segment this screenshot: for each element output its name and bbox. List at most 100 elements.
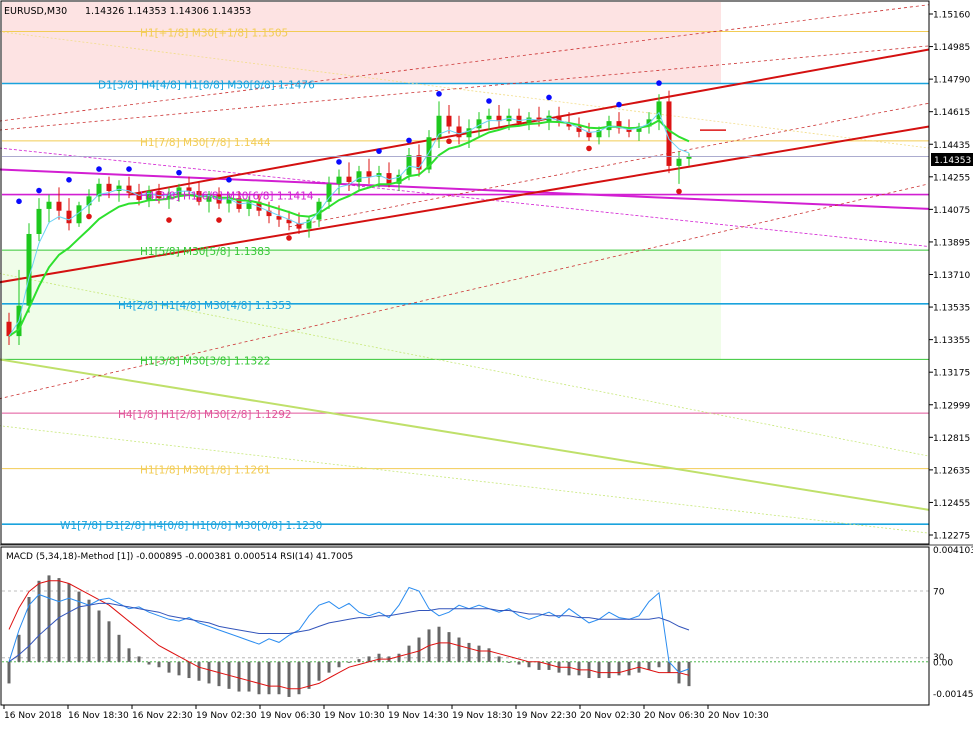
macd-bar [77,591,81,662]
candle-body [306,219,312,229]
fan-line [0,425,930,534]
fractal-down [446,138,452,145]
price-tick-label: 1.13175 [933,369,970,379]
macd-bar [267,661,271,695]
level-labels: H1[+1/8] M30[+1/8] 1.1505 D1[3/8] H4[4/8]… [60,28,322,533]
candle-body [496,115,502,122]
fractal-down [86,213,92,220]
rsi-line [8,586,690,674]
macd-bar [117,634,121,662]
candle-body [456,126,462,138]
current-price-label: 1.14353 [934,156,971,166]
candle-body [206,194,212,202]
macd-bar [537,661,541,670]
candle-body [6,321,12,337]
magenta-trend-line [0,168,930,210]
candle-body [266,210,272,217]
macd-bar [357,659,361,662]
fractal-down [586,145,592,152]
fractal-up [36,187,42,194]
candle-body [76,205,82,224]
macd-tick-label: 0.004103 [933,546,973,556]
candle-body [136,192,142,200]
macd-bar [437,626,441,662]
candle-body [476,119,482,129]
ohlc-values: 1.14326 1.14353 1.14306 1.14353 [85,6,251,17]
candle-body [406,155,412,175]
macd-bar [37,580,41,662]
time-label: 19 Nov 02:30 [196,711,257,721]
fast-line [8,111,690,337]
fan-line [0,273,930,457]
fractals [2,80,929,241]
candle-body [686,156,692,159]
rsi-average [8,602,690,663]
premium-zone [2,2,721,84]
candle-body [96,183,102,197]
macd-bar [447,632,451,662]
macd-bar [547,661,551,670]
price-tick-label: 1.13535 [933,304,970,314]
time-label: 19 Nov 14:30 [388,711,449,721]
macd-bar [687,661,691,687]
macd-bar [457,637,461,662]
macd-bar [647,661,651,670]
fractal-down [286,235,292,241]
candle-body [46,201,52,209]
macd-bar [347,661,351,663]
fractal-up [336,159,342,165]
macd-bar [57,578,61,662]
candle-body [256,201,262,211]
candle-body [56,201,62,211]
fractal-up [16,198,22,205]
macd-bar [17,634,21,662]
macd-bar [597,661,601,679]
macd-bar [197,661,201,681]
level-label: H1[+1/8] M30[+1/8] 1.1505 [140,28,288,40]
channel-lower [0,125,930,284]
candle-body [286,219,292,224]
candle-body [326,183,332,202]
price-tick-label: 1.14790 [933,76,970,86]
candle-body [26,233,32,306]
macd-bar [207,661,211,684]
macd-bar [317,661,321,681]
macd-bar [327,661,331,673]
time-label: 19 Nov 10:30 [324,711,385,721]
candle-body [246,201,252,209]
fractal-up [126,166,132,172]
macd-bar [367,656,371,662]
fractal-up [546,94,552,101]
time-label: 20 Nov 02:30 [580,711,641,721]
price-tick-label: 1.14435 [933,141,970,151]
macd-bar [97,610,101,662]
macd-bar [87,599,91,662]
candle-body [336,176,342,184]
candle-body [666,101,672,166]
candle-body [676,158,682,166]
price-tick-label: 1.14255 [933,173,970,183]
macd-tick-label: -0.00145 [933,690,973,700]
sub-pane-frame [0,546,930,706]
macd-bar [487,648,491,662]
level-label: W1[7/8] D1[2/8] H4[0/8] H1[0/8] M30[0/8]… [60,520,322,532]
candle-body [356,171,362,183]
current-price-tag [931,153,973,166]
macd-bar [287,661,291,697]
macd-bar [467,642,471,662]
candle-body [546,115,552,122]
symbol-timeframe: EURUSD,M30 [4,6,67,17]
channel-dash [0,4,930,122]
candle-body [486,115,492,120]
price-tick-label: 1.12815 [933,434,970,444]
price-tick-label: 1.13895 [933,238,970,248]
macd-bar [507,661,511,663]
level-label: H4[2/8] H1[4/8] M30[4/8] 1.1353 [118,300,292,312]
candle-body [346,176,352,183]
fractal-up [176,169,182,176]
descending-trend-line [0,358,930,511]
candles [6,90,692,346]
candle-body [616,121,622,129]
